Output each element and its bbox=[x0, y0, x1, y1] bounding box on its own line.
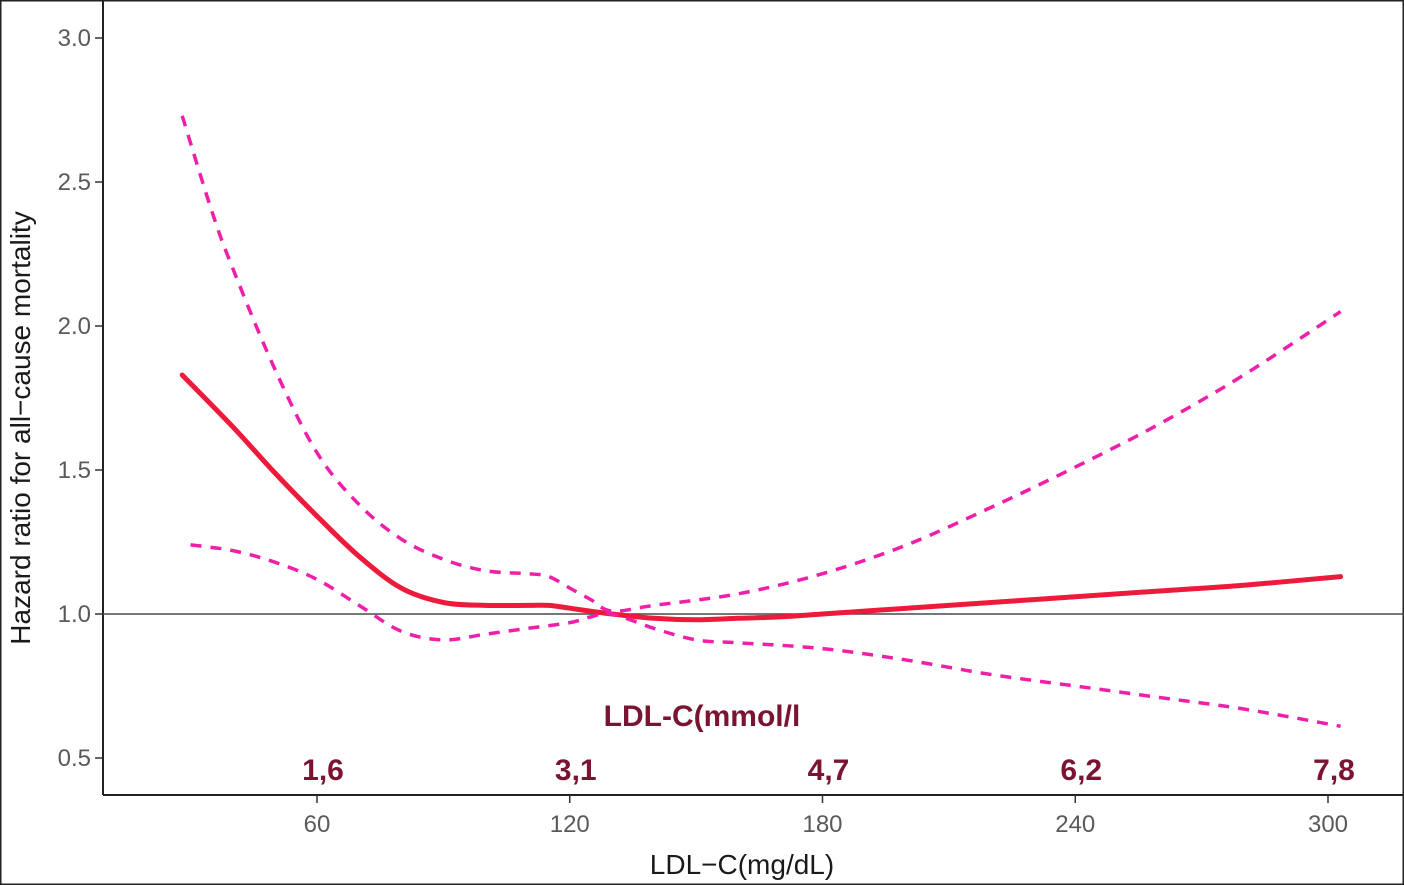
x-axis-ticks: 60 120 180 240 300 bbox=[304, 795, 1348, 838]
y-tick-label: 2.5 bbox=[58, 169, 91, 196]
x-tick-label: 240 bbox=[1055, 811, 1095, 838]
y-tick-label: 3.0 bbox=[58, 25, 91, 52]
mmol-value-label: 4,7 bbox=[808, 754, 850, 787]
x-tick-label: 60 bbox=[304, 811, 331, 838]
y-tick-label: 1.5 bbox=[58, 457, 91, 484]
mmol-value-label: 1,6 bbox=[302, 754, 344, 787]
y-axis-ticks: 0.5 1.0 1.5 2.0 2.5 3.0 bbox=[58, 25, 103, 772]
series-group bbox=[179, 115, 1344, 729]
x-tick-label: 120 bbox=[550, 811, 590, 838]
y-tick-label: 2.0 bbox=[58, 313, 91, 340]
series-line-lower-ci bbox=[190, 543, 1341, 729]
mmol-value-label: 6,2 bbox=[1060, 754, 1102, 787]
series-line-estimate bbox=[179, 372, 1344, 623]
x-tick-label: 300 bbox=[1308, 811, 1348, 838]
annotations: 1,6 3,1 4,7 6,2 7,8 bbox=[302, 754, 1355, 787]
y-tick-label: 1.0 bbox=[58, 601, 91, 628]
mmol-value-label: 7,8 bbox=[1313, 754, 1355, 787]
x-axis-title: LDL−C(mg/dL) bbox=[650, 849, 834, 880]
x-tick-label: 180 bbox=[802, 811, 842, 838]
y-axis-title: Hazard ratio for all−cause mortality bbox=[5, 211, 36, 644]
mmol-value-label: 3,1 bbox=[555, 754, 597, 787]
axes bbox=[102, 0, 1404, 796]
mmol-annotation-title: LDL-C(mmol/l bbox=[604, 700, 801, 733]
y-tick-label: 0.5 bbox=[58, 745, 91, 772]
